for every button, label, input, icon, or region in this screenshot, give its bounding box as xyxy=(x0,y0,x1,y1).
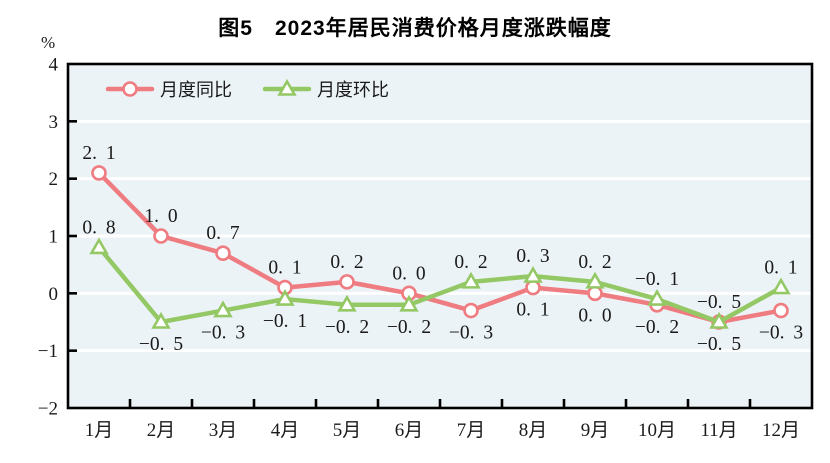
data-point-marker-triangle-icon xyxy=(213,300,233,318)
legend-label-mom: 月度环比 xyxy=(317,80,389,100)
data-point-label-yoy: 1. 0 xyxy=(144,206,177,227)
data-point-label-yoy: 2. 1 xyxy=(82,143,115,164)
data-point-marker-circle-icon xyxy=(91,165,107,181)
data-point-label-mom: −0. 1 xyxy=(263,311,307,332)
x-tick-label: 9月 xyxy=(581,420,610,441)
data-point-label-yoy: −0. 3 xyxy=(449,323,493,344)
data-point-label-mom: −0. 1 xyxy=(635,269,679,290)
x-tick-label: 10月 xyxy=(638,420,676,441)
data-point-label-yoy: −0. 2 xyxy=(635,317,679,338)
y-tick-label: 0 xyxy=(49,284,59,305)
data-point-marker-triangle-icon xyxy=(523,266,543,283)
data-point-marker-circle-icon xyxy=(463,302,479,319)
data-point-marker-triangle-icon xyxy=(585,271,605,289)
data-point-label-mom: −0. 3 xyxy=(201,323,245,344)
data-point-marker-circle-icon xyxy=(525,279,541,296)
y-tick-label: −1 xyxy=(38,341,58,362)
y-tick-label: 3 xyxy=(49,112,59,133)
data-point-label-mom: −0. 2 xyxy=(387,317,431,338)
data-point-marker-circle-icon xyxy=(587,285,603,302)
y-tick-label: −2 xyxy=(38,399,58,420)
data-point-marker-triangle-icon xyxy=(277,78,297,96)
data-point-label-yoy: 0. 1 xyxy=(268,258,301,279)
data-point-marker-triangle-icon xyxy=(275,288,295,306)
data-point-label-yoy: −0. 3 xyxy=(759,323,803,344)
x-tick-label: 7月 xyxy=(457,420,486,441)
x-tick-label: 6月 xyxy=(395,420,424,441)
x-tick-label: 3月 xyxy=(209,420,238,441)
data-point-marker-triangle-icon xyxy=(89,237,109,255)
data-point-label-mom: 0. 3 xyxy=(516,246,549,267)
legend-label-yoy: 月度同比 xyxy=(160,80,232,100)
data-point-label-yoy: 0. 0 xyxy=(392,263,425,284)
chart-title: 图5 2023年居民消费价格月度涨跌幅度 xyxy=(218,17,612,40)
data-point-marker-triangle-icon xyxy=(647,288,667,306)
series-line-yoy xyxy=(96,170,784,325)
data-point-marker-circle-icon xyxy=(215,245,231,261)
x-tick-label: 8月 xyxy=(519,420,548,441)
data-point-label-mom: −0. 5 xyxy=(697,292,741,313)
x-tick-label: 4月 xyxy=(271,420,300,441)
data-point-label-yoy: 0. 0 xyxy=(578,305,611,326)
data-point-label-mom: −0. 5 xyxy=(139,334,183,355)
data-point-marker-triangle-icon xyxy=(399,294,419,312)
data-point-marker-circle-icon xyxy=(339,274,355,290)
x-tick-label: 5月 xyxy=(333,420,362,441)
data-point-label-yoy: 0. 2 xyxy=(330,252,363,273)
data-point-marker-circle-icon xyxy=(153,228,169,244)
data-point-label-yoy: 0. 1 xyxy=(516,300,549,321)
data-point-label-yoy: −0. 5 xyxy=(697,334,741,355)
series-line-mom xyxy=(96,245,784,325)
x-tick-label: 12月 xyxy=(762,420,800,441)
data-point-marker-triangle-icon xyxy=(771,277,791,295)
data-point-marker-triangle-icon xyxy=(709,311,729,329)
data-point-label-yoy: 0. 7 xyxy=(206,223,239,244)
data-point-marker-triangle-icon xyxy=(151,311,171,329)
data-point-label-mom: −0. 2 xyxy=(325,317,369,338)
data-point-label-mom: 0. 8 xyxy=(82,217,115,238)
x-tick-label: 1月 xyxy=(85,420,114,441)
y-tick-label: 2 xyxy=(49,169,59,190)
data-point-marker-triangle-icon xyxy=(337,294,357,312)
data-point-marker-circle-icon xyxy=(122,81,138,97)
y-tick-label: 1 xyxy=(49,227,59,248)
data-point-marker-triangle-icon xyxy=(461,271,481,289)
plot-border xyxy=(66,62,814,410)
x-tick-label: 11月 xyxy=(700,420,737,441)
data-point-label-mom: 0. 2 xyxy=(578,252,611,273)
x-tick-label: 2月 xyxy=(147,420,176,441)
data-point-label-mom: 0. 1 xyxy=(764,258,797,279)
y-axis-unit-label: % xyxy=(41,33,56,52)
data-point-label-mom: 0. 2 xyxy=(454,252,487,273)
data-point-marker-circle-icon xyxy=(773,302,789,319)
y-tick-label: 4 xyxy=(49,55,59,76)
